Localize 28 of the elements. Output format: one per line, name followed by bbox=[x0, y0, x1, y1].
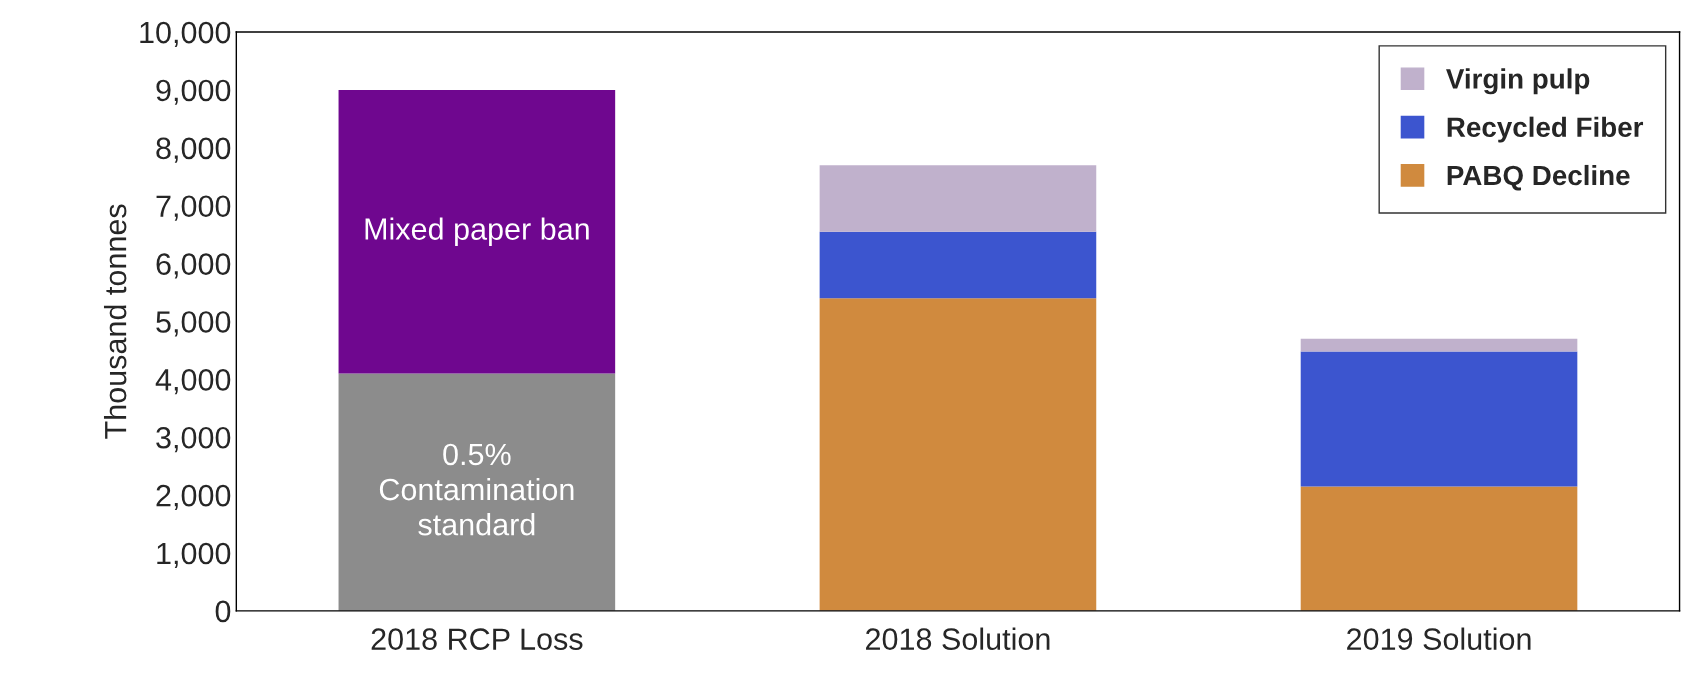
bar bbox=[338, 89, 616, 374]
x-tick-label: 2018 RCP Loss bbox=[371, 628, 583, 650]
annotation: Mixed paper ban bbox=[365, 217, 589, 246]
x-tick-label: 2019 Solution bbox=[1347, 627, 1531, 650]
y-tick-label: 1,000 bbox=[157, 542, 231, 568]
y-tick-label: 10,000 bbox=[140, 21, 231, 47]
y-tick-label: 0 bbox=[215, 600, 231, 623]
y-tick-label: 3,000 bbox=[156, 426, 231, 453]
y-tick-label: 2,000 bbox=[156, 484, 231, 511]
legend-label: Virgin pulp bbox=[1446, 68, 1590, 95]
y-axis-title: Thousand tonnes bbox=[103, 204, 127, 439]
x-tick-label: 2018 Solution bbox=[866, 627, 1050, 650]
y-tick-label: 5,000 bbox=[156, 311, 231, 337]
bar bbox=[338, 373, 616, 611]
y-tick-label: 6,000 bbox=[156, 253, 231, 279]
annotation: 0.5% Contamination standard bbox=[379, 443, 574, 536]
bar bbox=[819, 231, 1097, 299]
bar bbox=[1300, 338, 1578, 352]
bar bbox=[819, 298, 1097, 611]
legend-label: PABQ Decline bbox=[1447, 164, 1630, 191]
legend-label: Recycled Fiber bbox=[1447, 116, 1644, 143]
bar bbox=[1300, 351, 1578, 487]
bar bbox=[1300, 486, 1578, 611]
y-tick-label: 7,000 bbox=[156, 195, 231, 221]
y-tick-label: 9,000 bbox=[156, 79, 231, 105]
y-tick-label: 8,000 bbox=[156, 137, 231, 163]
bar bbox=[819, 165, 1097, 232]
y-tick-label: 4,000 bbox=[155, 369, 231, 395]
